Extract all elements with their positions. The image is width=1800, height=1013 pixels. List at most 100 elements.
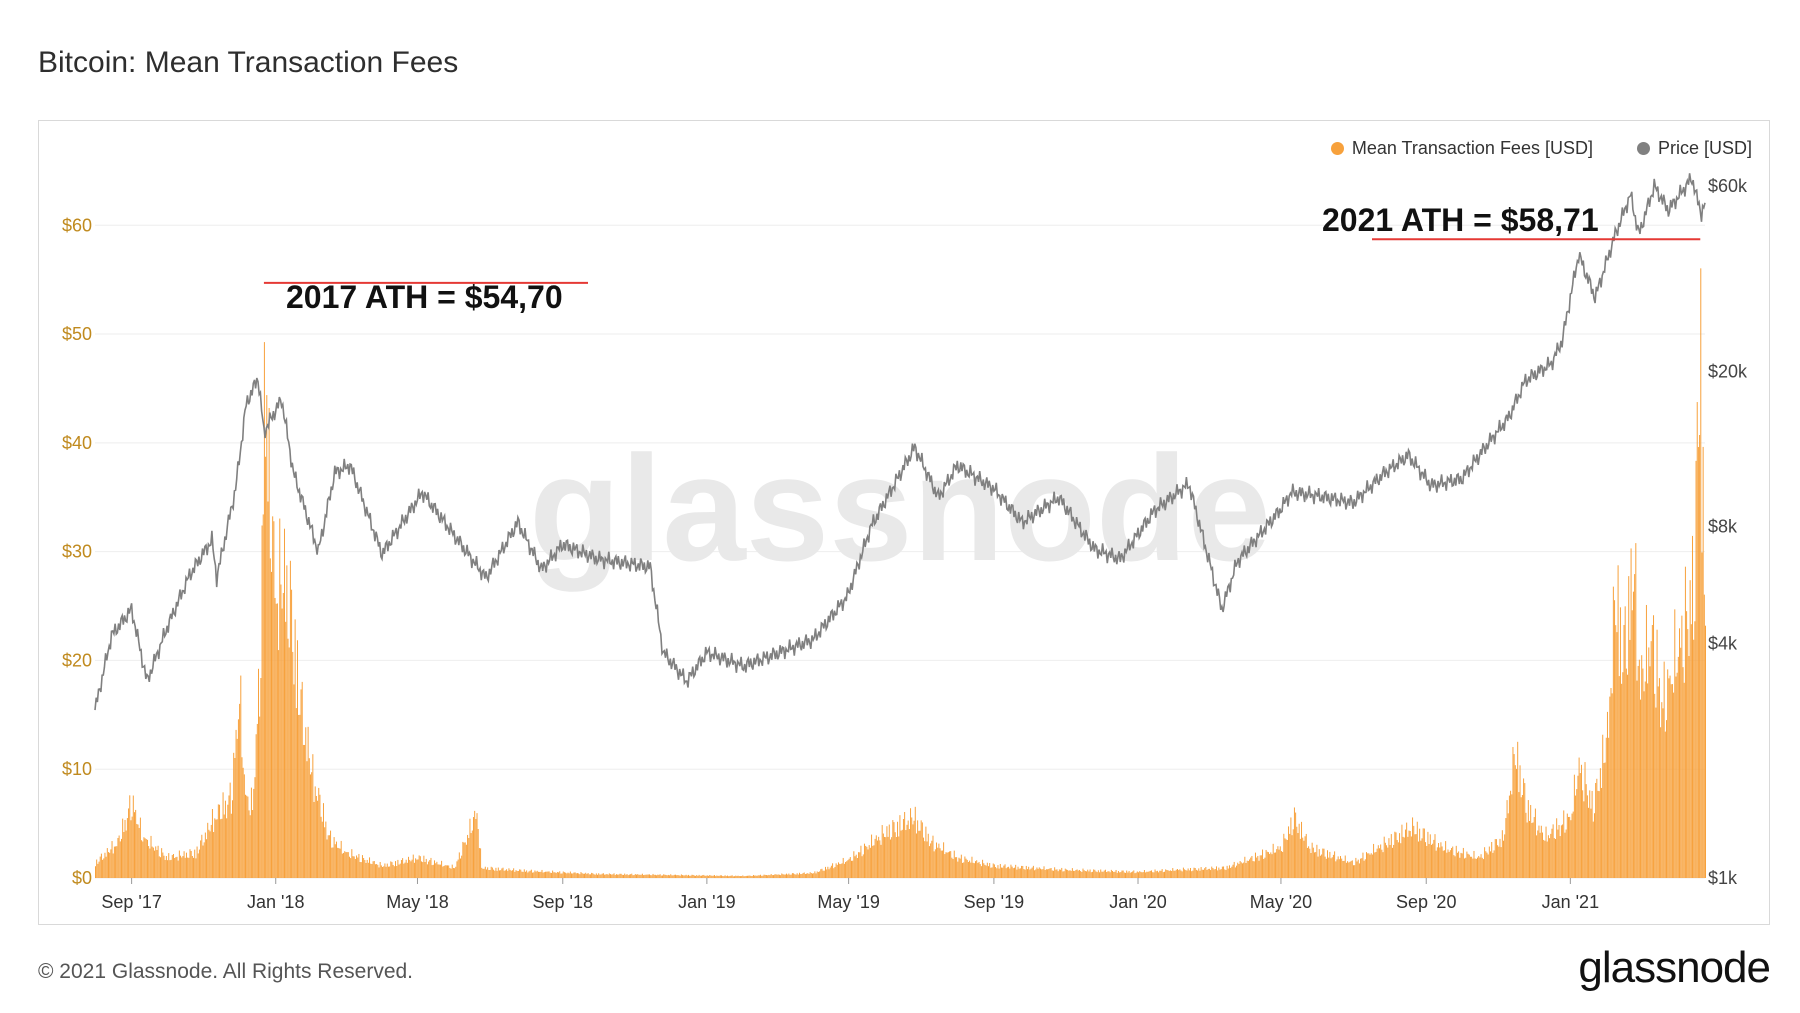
fee-bar — [947, 852, 949, 878]
fee-bar — [1319, 855, 1321, 878]
fee-bar — [692, 874, 694, 878]
fee-bar — [556, 871, 558, 878]
fee-bar — [1258, 860, 1260, 878]
fee-bar — [1355, 857, 1357, 878]
fee-bar — [431, 865, 433, 878]
fee-bar — [861, 856, 863, 878]
fee-bar — [445, 865, 447, 878]
fee-bar — [126, 818, 128, 878]
fee-bar — [1005, 868, 1007, 878]
fee-bar — [182, 856, 184, 878]
fee-bar — [141, 840, 143, 878]
fee-bar — [144, 838, 146, 878]
fee-bar — [501, 868, 503, 878]
fee-bar — [274, 597, 276, 878]
fee-bar — [911, 817, 913, 878]
fee-bar — [1492, 852, 1494, 878]
fee-bar — [177, 860, 179, 878]
fee-bar — [1037, 868, 1039, 878]
fee-bar — [673, 874, 675, 878]
fee-bar — [1351, 860, 1353, 878]
fee-bar — [684, 875, 686, 878]
fee-bar — [1256, 857, 1258, 878]
fee-bar — [920, 820, 922, 878]
fee-bar — [281, 608, 283, 878]
fee-bar — [936, 842, 938, 878]
fee-bar — [382, 866, 384, 878]
fee-bar — [1142, 872, 1144, 878]
fee-bar — [934, 849, 936, 878]
fee-bar — [918, 830, 920, 878]
fee-bar — [380, 865, 382, 878]
fee-bar — [717, 875, 719, 878]
fee-bar — [962, 862, 964, 878]
legend-item-fees[interactable]: Mean Transaction Fees [USD] — [1330, 138, 1593, 159]
fee-bar — [1244, 856, 1246, 878]
fee-bar — [762, 875, 764, 878]
fee-bar — [1430, 844, 1432, 878]
fee-bar — [128, 808, 130, 878]
fee-bar — [1585, 784, 1587, 878]
fee-bar — [1135, 872, 1137, 878]
fee-bar — [1174, 870, 1176, 878]
annotations: 2017 ATH = $54,70 2021 ATH = $58,71 — [263, 202, 1701, 315]
fee-bar — [1382, 852, 1384, 878]
fee-bar — [732, 876, 734, 878]
fee-bar — [773, 875, 775, 878]
fee-bar — [1266, 851, 1268, 878]
fee-bar — [1125, 872, 1127, 878]
fee-bar — [1445, 841, 1447, 878]
fee-bar — [690, 875, 692, 878]
fee-bar — [1436, 847, 1438, 878]
fee-bar — [1114, 871, 1116, 878]
fee-bar — [96, 859, 98, 878]
fee-bar — [1422, 828, 1424, 878]
fee-bar — [185, 852, 187, 878]
fee-bar — [602, 873, 604, 878]
fee-bar — [966, 859, 968, 878]
fee-bar — [1443, 850, 1445, 878]
fee-bar — [1238, 864, 1240, 878]
fee-bar — [345, 852, 347, 878]
fee-bar — [1651, 625, 1653, 878]
fee-bar — [1631, 610, 1633, 878]
fee-bar — [1291, 835, 1293, 878]
fee-bar — [1606, 711, 1608, 878]
fee-bar — [411, 859, 413, 878]
fee-bar — [1271, 854, 1273, 878]
fee-bar — [305, 727, 307, 878]
fee-bar — [803, 872, 805, 878]
fee-bar — [444, 865, 446, 878]
fee-bar — [588, 874, 590, 878]
fee-bar — [1539, 832, 1541, 878]
fee-bar — [546, 871, 548, 878]
fee-bar — [1618, 676, 1620, 878]
fee-bar — [691, 874, 693, 878]
brand-logo[interactable]: glassnode — [1578, 943, 1771, 992]
fee-bar — [846, 861, 848, 878]
fee-bar — [1017, 866, 1019, 878]
fee-bar — [1273, 852, 1275, 878]
fee-bar — [828, 869, 830, 878]
fee-bar — [686, 875, 688, 878]
fee-bar — [1186, 870, 1188, 878]
fee-bar — [159, 857, 161, 878]
fee-bar — [1703, 594, 1705, 878]
fee-bar — [1074, 870, 1076, 878]
fee-bar — [475, 818, 477, 878]
fee-bar — [804, 874, 806, 878]
fee-bar — [1332, 854, 1334, 878]
fee-bar — [696, 875, 698, 878]
fee-bar — [152, 847, 154, 878]
fee-bar — [1295, 812, 1297, 878]
fee-bar — [1043, 866, 1045, 878]
fee-bar — [1617, 565, 1619, 878]
fee-bar — [913, 820, 915, 878]
fee-bar — [820, 869, 822, 878]
fee-bar — [398, 864, 400, 878]
fee-bar — [1662, 708, 1664, 878]
fee-bar — [1153, 872, 1155, 878]
fee-bar — [1688, 655, 1690, 878]
legend-item-price[interactable]: Price [USD] — [1636, 138, 1752, 159]
fee-bar — [1253, 861, 1255, 878]
